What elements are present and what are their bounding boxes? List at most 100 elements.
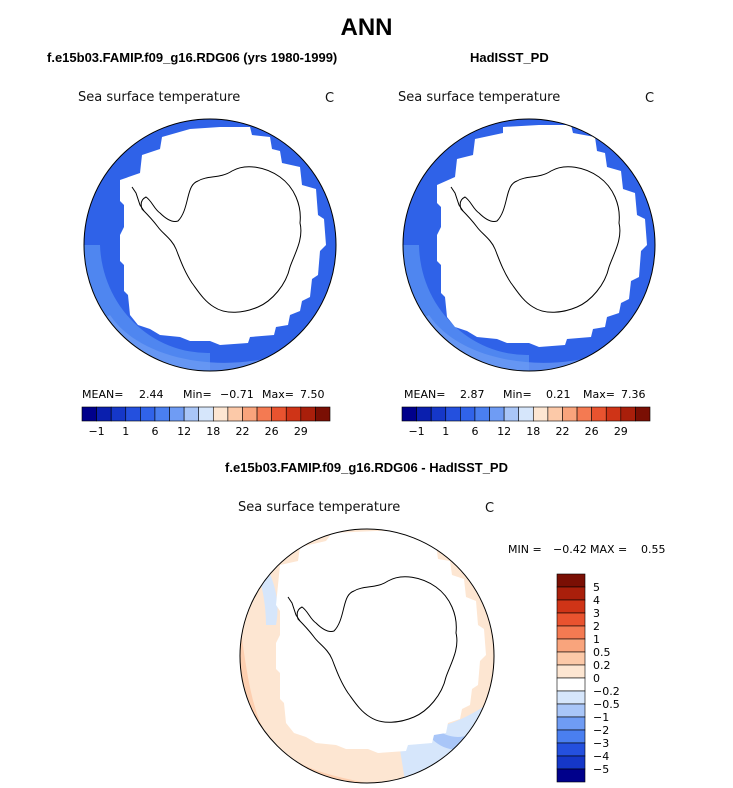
panel-2-warm-band <box>403 245 529 371</box>
panel-1-map-border <box>83 118 337 372</box>
panel-1-colorbar-tick-label: 26 <box>265 425 279 438</box>
diff-colorbar-cell <box>556 573 586 588</box>
diff-map-border <box>239 528 495 784</box>
panel-2-colorbar-cell <box>591 406 607 422</box>
panel-2-colorbar-cell <box>445 406 461 422</box>
diff-colorbar-tick-label: 0.2 <box>593 659 611 672</box>
panel-2-colorbar-tick-label: −1 <box>408 425 424 438</box>
panel-1-colorbar-cell <box>140 406 156 422</box>
diff-colorbar-tick-label: −2 <box>593 724 609 737</box>
panel-1-colorbar-cell <box>271 406 287 422</box>
panel-1-mean-value: 2.44 <box>139 388 164 401</box>
panel-1-colorbar-tick-label: 18 <box>206 425 220 438</box>
panel-1-colorbar-tick-label: 1 <box>122 425 129 438</box>
panel-2-colorbar-cell <box>474 406 490 422</box>
panel-2-colorbar-cell <box>503 406 520 422</box>
diff-colorbar-cell <box>556 677 586 692</box>
diff-colorbar-tick-label: 5 <box>593 581 600 594</box>
panel-1-max-label: Max= <box>262 388 294 401</box>
panel-2-colorbar-tick-label: 18 <box>526 425 540 438</box>
panel-1-min-value: −0.71 <box>220 388 254 401</box>
panel-1-colorbar-tick-label: 22 <box>235 425 249 438</box>
panel-1-warm-band <box>84 245 210 371</box>
panel-1-colorbar-cell <box>110 406 127 422</box>
panel-2-colorbar-cell <box>547 406 563 422</box>
panel-1-map <box>83 118 337 372</box>
panel-1-mean-label: MEAN= <box>82 388 124 401</box>
diff-colorbar-tick-label: −4 <box>593 750 609 763</box>
diff-colorbar-cell <box>556 664 586 679</box>
panel-2-colorbar-cell <box>576 406 592 422</box>
diff-map <box>239 528 495 784</box>
diff-min-value: −0.42 <box>553 543 587 556</box>
diff-colorbar-tick-label: 4 <box>593 594 600 607</box>
panel-2-title: HadISST_PD <box>470 50 549 65</box>
panel-1-variable-label: Sea surface temperature <box>78 90 241 105</box>
diff-units: C <box>485 501 495 516</box>
panel-2-max-value: 7.36 <box>621 388 646 401</box>
panel-2-colorbar-tick-label: 6 <box>471 425 478 438</box>
diff-colorbar-cell <box>556 768 586 783</box>
diff-title: f.e15b03.FAMIP.f09_g16.RDG06 - HadISST_P… <box>225 460 508 475</box>
panel-2-colorbar-tick-label: 26 <box>585 425 599 438</box>
diff-colorbar-tick-label: 0.5 <box>593 646 611 659</box>
diff-colorbar-tick-label: −1 <box>593 711 609 724</box>
panel-1-min-label: Min= <box>183 388 212 401</box>
panel-1-units: C <box>325 91 335 106</box>
panel-2-colorbar-cell <box>518 406 534 422</box>
panel-1-colorbar-cell <box>242 406 258 422</box>
diff-colorbar-cell <box>556 742 586 757</box>
panel-2-min-label: Min= <box>503 388 532 401</box>
panel-1-colorbar-cell <box>315 406 331 422</box>
diff-colorbar-tick-label: −5 <box>593 763 609 776</box>
diff-peninsula-outline <box>287 596 301 622</box>
figure-title: ANN <box>340 14 393 41</box>
panel-2-peninsula-outline <box>450 186 464 212</box>
panel-2-colorbar-cell <box>460 406 476 422</box>
panel-2-min-value: 0.21 <box>546 388 571 401</box>
panel-1-colorbar-tick-label: 29 <box>294 425 308 438</box>
panel-2-colorbar-tick-label: 12 <box>497 425 511 438</box>
panel-1-colorbar-cell <box>300 406 316 422</box>
panel-2-colorbar-tick-label: 1 <box>442 425 449 438</box>
panel-2-colorbar-cell <box>401 406 417 422</box>
diff-colorbar-cell <box>556 638 586 653</box>
panel-2-colorbar-tick-label: 22 <box>555 425 569 438</box>
panel-1-colorbar: −1 1 6 12 18 22 26 29 <box>81 406 331 438</box>
panel-2-units: C <box>645 91 655 106</box>
panel-2-mean-value: 2.87 <box>460 388 485 401</box>
panel-1-max-value: 7.50 <box>300 388 325 401</box>
diff-colorbar-cell <box>556 612 586 627</box>
panel-1-colorbar-cell <box>96 406 112 422</box>
diff-colorbar-cell <box>556 729 586 744</box>
diff-max-label: MAX = <box>590 543 628 556</box>
diff-colorbar-tick-label: 3 <box>593 607 600 620</box>
diff-colorbar-cell <box>556 586 586 601</box>
panel-2-colorbar-tick-label: 29 <box>614 425 628 438</box>
diff-variable-label: Sea surface temperature <box>238 500 401 515</box>
panel-2-colorbar-cell <box>430 406 447 422</box>
panel-1-colorbar-cell <box>198 406 214 422</box>
panel-1-colorbar-cell <box>227 406 243 422</box>
panel-2-mean-label: MEAN= <box>404 388 446 401</box>
panel-1-colorbar-cell <box>125 406 141 422</box>
panel-1-colorbar-tick-label: 12 <box>177 425 191 438</box>
diff-colorbar-cell <box>556 625 586 640</box>
panel-1-antarctica-outline <box>140 166 302 313</box>
panel-1-colorbar-cell <box>169 406 185 422</box>
diff-colorbar-cell <box>556 716 586 731</box>
panel-1-colorbar-cell <box>212 406 229 422</box>
diff-colorbar-tick-label: 0 <box>593 672 600 685</box>
panel-2-colorbar-cell <box>562 406 578 422</box>
panel-2-antarctica-outline <box>459 166 621 313</box>
diff-colorbar-cell <box>556 703 586 718</box>
panel-1-colorbar-cell <box>183 406 200 422</box>
diff-colorbar-tick-label: −0.2 <box>593 685 620 698</box>
panel-2-colorbar: −1 1 6 12 18 22 26 29 <box>401 406 651 438</box>
panel-2-colorbar-cell <box>620 406 636 422</box>
panel-1-peninsula-outline <box>131 186 145 212</box>
panel-1-title: f.e15b03.FAMIP.f09_g16.RDG06 (yrs 1980-1… <box>47 50 338 65</box>
panel-1-colorbar-cell <box>285 406 302 422</box>
diff-max-value: 0.55 <box>641 543 666 556</box>
panel-2-colorbar-cell <box>605 406 622 422</box>
